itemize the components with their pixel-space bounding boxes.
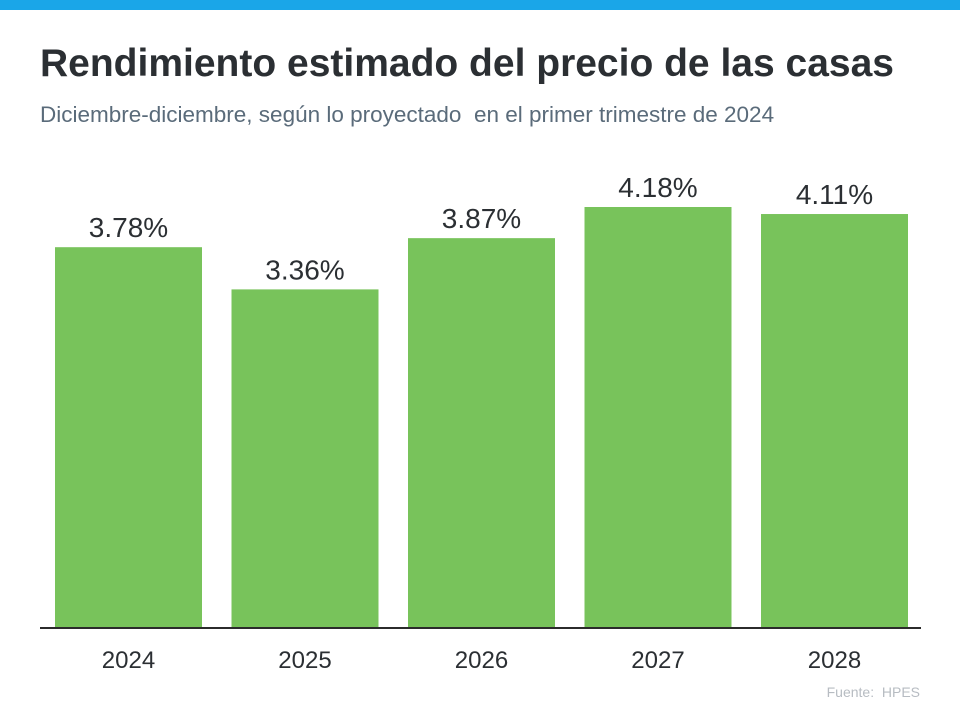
top-accent-bar [0,0,960,10]
value-label-2027: 4.18% [618,172,697,203]
value-label-2024: 3.78% [89,212,168,243]
x-tick-label-2026: 2026 [455,647,508,674]
source-note: Fuente: HPES [826,684,920,700]
value-labels-group: 3.78% 3.36% 3.87% 4.18% 4.11% [89,172,873,285]
x-tick-label-2025: 2025 [278,647,331,674]
value-label-2028: 4.11% [796,179,873,210]
bar-2024 [55,247,202,627]
bar-2027 [584,207,732,627]
bar-2028 [761,214,908,627]
x-tick-labels-group: 2024 2025 2026 2027 2028 [102,647,861,674]
chart-title: Rendimiento estimado del precio de las c… [40,42,894,85]
x-tick-label-2028: 2028 [808,647,861,674]
bar-2025 [231,289,379,627]
bars-group [55,207,908,628]
x-tick-label-2024: 2024 [102,647,155,674]
chart-subtitle: Diciembre-diciembre, según lo proyectado… [40,102,775,127]
value-label-2026: 3.87% [442,203,521,234]
x-tick-label-2027: 2027 [631,647,684,674]
value-label-2025: 3.36% [265,254,344,285]
bar-2026 [408,238,555,628]
